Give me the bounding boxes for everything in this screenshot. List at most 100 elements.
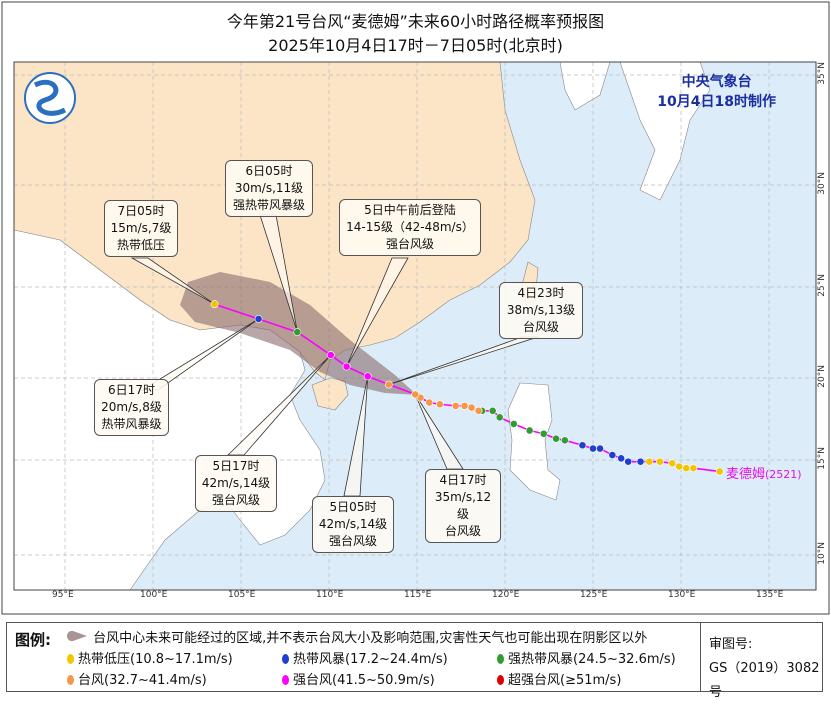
- track-point-tropical-depression: [715, 467, 724, 476]
- storm-name: 麦德姆: [726, 467, 766, 482]
- track-point-tropical-storm: [589, 444, 597, 453]
- callout-time: 5日17时: [212, 459, 260, 473]
- typhoon-symbol-icon: [282, 675, 289, 685]
- track-point-severe-tropical-storm: [525, 426, 534, 435]
- track-point-tropical-depression: [645, 457, 654, 466]
- legend-item: 台风(32.7~41.4m/s): [67, 669, 207, 688]
- legend-cone-text: 台风中心未来可能经过的区域,并不表示台风大小及影响范围,灾害性天气也可能出现在阴…: [93, 631, 648, 646]
- track-point-severe-tropical-storm: [560, 436, 569, 445]
- legend-label: 热带风暴(17.2~24.4m/s): [293, 652, 448, 667]
- legend-item: 热带风暴(17.2~24.4m/s): [282, 648, 448, 667]
- lat-label: 35°N: [817, 62, 827, 85]
- callout-wind: 30m/s,11级: [234, 181, 304, 195]
- lat-label: 15°N: [817, 447, 827, 470]
- track-point-typhoon: [411, 390, 420, 399]
- legend-label: 强热带风暴(24.5~32.6m/s): [508, 652, 676, 667]
- callout-5d-17h: 5日17时 42m/s,14级 强台风级: [195, 455, 277, 512]
- callout-level: 热带低压: [116, 238, 165, 252]
- luzon-island: [507, 382, 561, 501]
- issue-time: 10月4日18时制作: [657, 94, 776, 110]
- review-number-box: 审图号: GS（2019）3082号: [700, 623, 822, 700]
- legend-item: 强热带风暴(24.5~32.6m/s): [497, 648, 676, 667]
- callout-time: 4日17时: [439, 473, 487, 487]
- map-frame: [13, 61, 817, 591]
- track-point-tropical-depression: [668, 459, 677, 468]
- cone-swatch-icon: [66, 630, 87, 642]
- track-point-tropical-storm: [617, 454, 626, 463]
- callout-6d-05h: 6日05时 30m/s,11级 强热带风暴级: [225, 160, 313, 217]
- cma-logo: [24, 72, 76, 124]
- lon-label: 110°E: [316, 590, 344, 600]
- legend-title: 图例:: [15, 631, 51, 649]
- track-point-tropical-depression: [655, 457, 664, 466]
- legend-item: 超强台风(≥51m/s): [497, 669, 621, 688]
- map-title: 今年第21号台风“麦德姆”未来60小时路径概率预报图: [226, 12, 605, 31]
- lon-label: 105°E: [228, 590, 256, 600]
- track-point-tropical-depression: [689, 464, 698, 473]
- callout-wind: 20m/s,8级: [101, 400, 162, 414]
- map-subtitle: 2025年10月4日17时－7日05时(北京时): [268, 36, 563, 55]
- lat-label: 10°N: [817, 542, 827, 565]
- callout-4d-23h: 4日23时 38m/s,13级 台风级: [499, 282, 583, 339]
- callout-time: 6日17时: [108, 383, 155, 397]
- lon-label: 120°E: [492, 590, 520, 600]
- callout-wind: 14-15级（42-48m/s）: [346, 220, 474, 234]
- track-point-typhoon: [384, 380, 393, 389]
- callout-level: 台风级: [444, 524, 481, 538]
- track-point-severe-typhoon: [342, 362, 351, 371]
- callout-time: 5日中午前后登陆: [364, 203, 456, 217]
- track-points: [210, 300, 724, 476]
- track-point-tropical-storm: [578, 441, 587, 450]
- legend: 图例: 台风中心未来可能经过的区域,并不表示台风大小及影响范围,灾害性天气也可能…: [6, 622, 823, 700]
- outer-frame: [1, 1, 830, 615]
- track-point-severe-tropical-storm: [495, 413, 504, 422]
- track-point-tropical-storm: [596, 444, 604, 453]
- lon-label: 100°E: [140, 590, 168, 600]
- callout-level: 强台风级: [211, 493, 260, 507]
- review-label: 审图号:: [709, 637, 753, 652]
- callout-wind: 42m/s,14级: [201, 476, 271, 490]
- callout-time: 7日05时: [117, 204, 165, 218]
- track-point-typhoon: [460, 401, 469, 410]
- track-point-tropical-storm: [624, 457, 633, 466]
- lon-label: 125°E: [580, 590, 608, 600]
- track-point-severe-typhoon: [326, 351, 335, 359]
- lon-label: 135°E: [756, 590, 784, 600]
- track-point-typhoon: [451, 401, 460, 410]
- callout-level: 热带风暴级: [101, 417, 162, 431]
- track-point-tropical-storm: [254, 315, 263, 323]
- lon-label: 130°E: [668, 590, 696, 600]
- lon-label: 115°E: [404, 590, 432, 600]
- typhoon-symbol-icon: [67, 675, 74, 685]
- typhoon-symbol-icon: [497, 675, 504, 685]
- storm-code: (2521): [765, 468, 802, 481]
- track-point-severe-tropical-storm: [293, 328, 302, 336]
- callout-pointers: [130, 214, 539, 497]
- lat-label: 30°N: [817, 172, 827, 195]
- track-point-severe-tropical-storm: [552, 434, 560, 443]
- callout-wind: 35m/s,12级: [434, 490, 492, 521]
- track-point-tropical-storm: [608, 451, 617, 459]
- callout-level: 强台风级: [328, 534, 377, 548]
- track-point-severe-tropical-storm: [488, 406, 497, 415]
- track-point-typhoon: [474, 406, 483, 415]
- legend-item: 强台风(41.5~50.9m/s): [282, 669, 435, 688]
- legend-item: 热带低压(10.8~17.1m/s): [67, 648, 233, 667]
- callout-landfall: 5日中午前后登陆 14-15级（42-48m/s） 强台风级: [339, 199, 481, 256]
- callout-level: 强台风级: [385, 237, 434, 251]
- track-point-typhoon: [435, 400, 444, 409]
- legend-label: 热带低压(10.8~17.1m/s): [78, 652, 233, 667]
- track-point-tropical-depression: [682, 464, 691, 473]
- agency-name: 中央气象台: [681, 74, 752, 90]
- callout-5d-05h: 5日05时 42m/s,14级 强台风级: [312, 496, 394, 553]
- callout-7d-05h: 7日05时 15m/s,7级 热带低压: [104, 200, 178, 257]
- callout-wind: 15m/s,7级: [110, 221, 172, 235]
- track-point-severe-tropical-storm: [509, 420, 518, 428]
- lat-label: 25°N: [817, 274, 827, 297]
- track-point-tropical-depression: [210, 300, 219, 309]
- agency-stamp: 中央气象台 10月4日18时制作: [657, 72, 776, 112]
- callout-wind: 42m/s,14级: [318, 517, 388, 531]
- callout-time: 4日23时: [517, 286, 565, 300]
